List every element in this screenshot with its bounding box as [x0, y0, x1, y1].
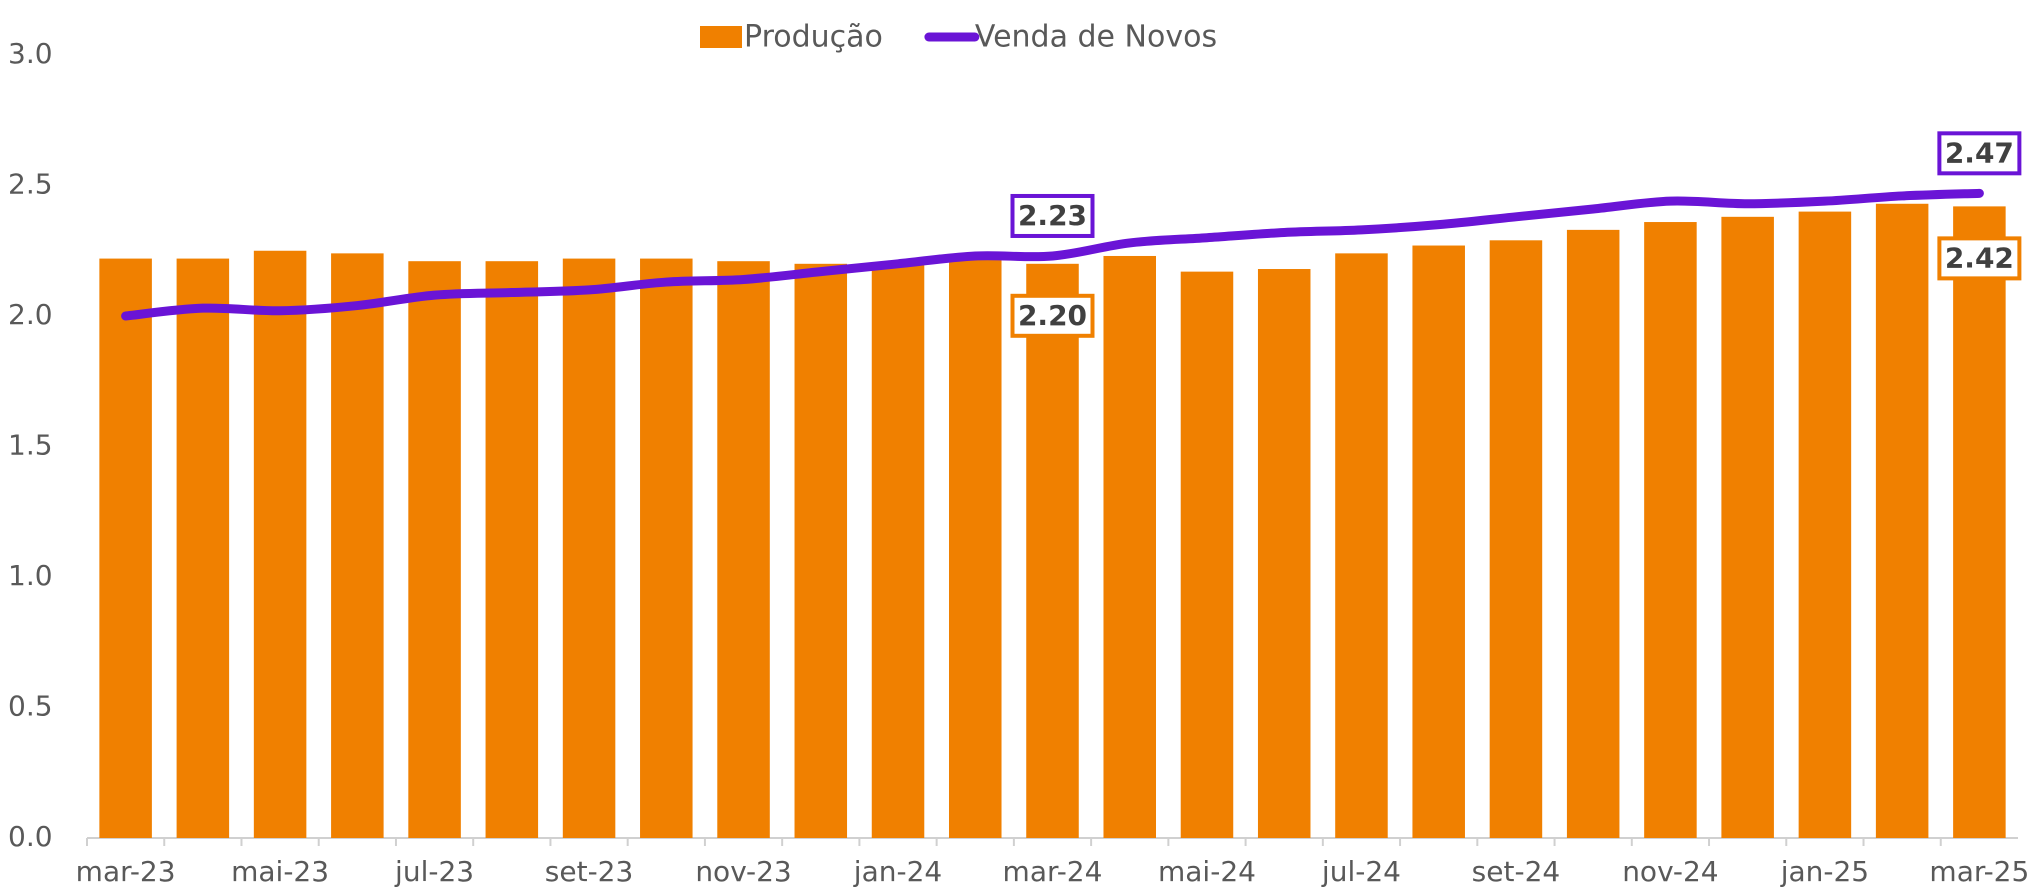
y-tick-label: 1.5: [8, 429, 53, 462]
x-tick-label: nov-23: [695, 855, 791, 888]
y-tick-label: 0.0: [8, 820, 53, 853]
line: [121, 188, 1984, 321]
x-tick-label: mai-23: [231, 855, 329, 888]
bar: [562, 258, 616, 839]
value-label: 2.23: [1018, 199, 1087, 232]
y-tick-label: 2.0: [8, 298, 53, 331]
bar: [1257, 269, 1311, 838]
x-tick-label: nov-24: [1622, 855, 1718, 888]
bar: [253, 250, 307, 838]
y-tick-label: 3.0: [8, 37, 53, 70]
legend-label: Venda de Novos: [975, 20, 1217, 55]
label-box: [1937, 236, 2022, 281]
legend-label: Produção: [744, 20, 883, 55]
bar: [1875, 203, 1929, 838]
x-tick-label: jul-23: [394, 855, 474, 888]
bar: [640, 258, 693, 839]
bar: [871, 263, 925, 838]
y-tick-label: 1.0: [8, 559, 53, 592]
bar: [1798, 211, 1852, 839]
y-tick-label: 2.5: [8, 168, 53, 201]
bar: [794, 263, 848, 838]
bar: [1721, 216, 1774, 838]
y-tick-label: 0.5: [8, 690, 53, 723]
value-label: 2.42: [1945, 241, 2014, 274]
bar: [1335, 253, 1388, 839]
bar: [408, 261, 461, 838]
bar: [948, 255, 1002, 839]
bar: [1412, 245, 1465, 838]
label-box: [1010, 193, 1095, 238]
x-tick-label: mar-23: [76, 855, 176, 888]
x-tick-label: jul-24: [1321, 855, 1401, 888]
bar: [717, 261, 770, 838]
value-label: 2.20: [1018, 299, 1087, 332]
bar: [1103, 255, 1157, 839]
x-tick-label: jan-24: [853, 855, 942, 888]
bar: [99, 258, 152, 839]
x-tick-label: mai-24: [1158, 855, 1256, 888]
bar: [1489, 240, 1543, 838]
label-box: [1937, 131, 2022, 176]
legend-swatch: [700, 26, 742, 48]
bar: [1644, 222, 1697, 839]
x-tick-label: jan-25: [1780, 855, 1869, 888]
value-label: 2.47: [1945, 136, 2014, 169]
bar: [1953, 206, 2006, 838]
bar: [1566, 229, 1620, 838]
x-tick-label: set-23: [545, 855, 634, 888]
bar: [485, 261, 539, 838]
bar: [176, 258, 230, 839]
bar: [1026, 263, 1079, 838]
label-box: [1010, 293, 1095, 338]
x-tick-label: set-24: [1472, 855, 1561, 888]
x-tick-label: mar-24: [1003, 855, 1103, 888]
bar: [331, 253, 384, 839]
bar: [1180, 271, 1234, 838]
x-tick-label: mar-25: [1929, 855, 2029, 888]
